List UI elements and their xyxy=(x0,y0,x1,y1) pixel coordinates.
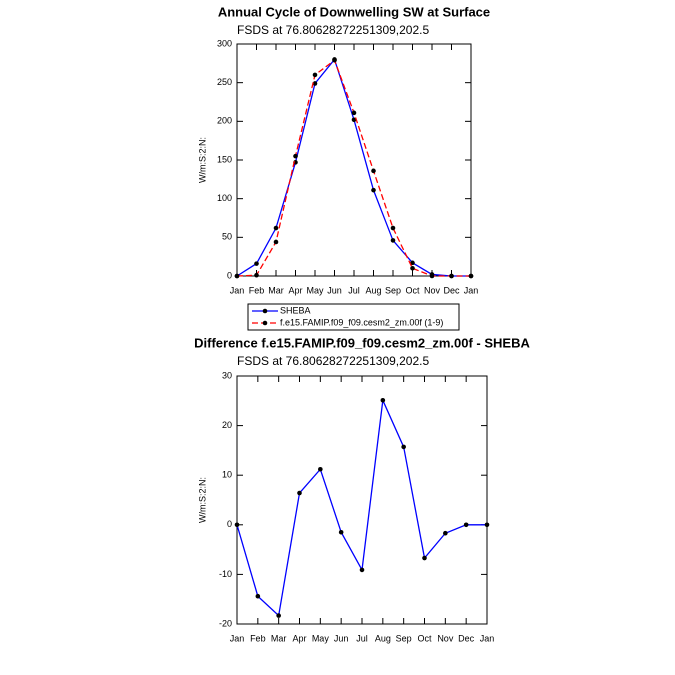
x-tick-label: Oct xyxy=(405,285,420,295)
marker xyxy=(273,239,279,245)
x-tick-label: Apr xyxy=(292,633,306,643)
marker xyxy=(443,530,448,536)
x-tick-label: Feb xyxy=(249,285,265,295)
y-axis-label: W/m:S:2:N: xyxy=(197,477,207,523)
chart-title: Annual Cycle of Downwelling SW at Surfac… xyxy=(218,4,490,19)
x-tick-label: Jun xyxy=(334,633,349,643)
x-tick-label: Dec xyxy=(443,285,460,295)
x-tick-label: May xyxy=(312,633,330,643)
marker xyxy=(390,238,396,243)
marker xyxy=(359,567,365,573)
marker xyxy=(273,225,279,231)
x-tick-label: Jan xyxy=(480,633,495,643)
x-tick-label: Jan xyxy=(230,633,245,643)
marker xyxy=(410,265,415,271)
marker xyxy=(254,272,259,278)
marker xyxy=(276,613,281,618)
x-tick-label: Jul xyxy=(356,633,368,643)
legend-box xyxy=(247,303,460,331)
marker xyxy=(463,522,469,528)
y-axis-label: W/m:S:2:N: xyxy=(197,137,207,183)
x-tick-label: Mar xyxy=(268,285,284,295)
marker xyxy=(371,168,376,174)
marker xyxy=(234,522,240,528)
legend-marker xyxy=(262,320,268,326)
marker xyxy=(318,466,323,472)
x-tick-label: Feb xyxy=(250,633,266,643)
y-tick-label: 300 xyxy=(217,38,232,48)
marker xyxy=(410,260,415,266)
x-tick-label: Oct xyxy=(417,633,432,643)
plot-frame xyxy=(236,43,472,277)
marker xyxy=(312,72,318,78)
marker xyxy=(338,529,344,535)
panel: Annual Cycle of Downwelling SW at Surfac… xyxy=(197,4,490,331)
x-tick-label: Jan xyxy=(464,285,479,295)
marker xyxy=(468,273,474,279)
x-tick-label: Nov xyxy=(424,285,441,295)
marker xyxy=(332,57,337,63)
chart-title: Difference f.e15.FAMIP.f09_f09.cesm2_zm.… xyxy=(194,335,530,350)
x-tick-label: May xyxy=(306,285,324,295)
series-line xyxy=(236,59,471,277)
legend-label: f.e15.FAMIP.f09_f09.cesm2_zm.00f (1-9) xyxy=(280,317,443,327)
marker xyxy=(312,81,318,86)
x-tick-label: Dec xyxy=(458,633,475,643)
marker xyxy=(380,398,386,403)
x-tick-label: Nov xyxy=(437,633,454,643)
y-tick-label: -20 xyxy=(219,618,232,628)
x-tick-label: Aug xyxy=(365,285,381,295)
y-tick-label: 150 xyxy=(217,154,232,164)
y-tick-label: 100 xyxy=(217,193,232,203)
marker xyxy=(371,187,376,193)
x-tick-label: Mar xyxy=(271,633,287,643)
marker xyxy=(351,117,357,123)
marker xyxy=(449,273,454,279)
marker xyxy=(401,444,406,450)
marker xyxy=(484,522,490,528)
x-tick-label: Sep xyxy=(385,285,401,295)
y-tick-label: 30 xyxy=(222,370,232,380)
x-tick-label: Jan xyxy=(230,285,245,295)
marker xyxy=(234,273,240,279)
chart-subtitle: FSDS at 76.80628272251309,202.5 xyxy=(237,23,429,37)
y-tick-label: 10 xyxy=(222,470,232,480)
y-tick-label: -10 xyxy=(219,569,232,579)
marker xyxy=(254,261,259,266)
y-tick-label: 50 xyxy=(222,232,232,242)
y-tick-label: 200 xyxy=(217,116,232,126)
x-tick-label: Sep xyxy=(396,633,412,643)
series-line xyxy=(236,58,471,277)
marker xyxy=(429,273,435,279)
x-tick-label: Aug xyxy=(375,633,391,643)
series-line xyxy=(236,397,487,617)
marker xyxy=(293,153,298,159)
marker xyxy=(351,110,357,116)
x-tick-label: Jul xyxy=(348,285,360,295)
marker xyxy=(255,593,261,599)
legend-label: SHEBA xyxy=(280,305,311,315)
y-tick-label: 0 xyxy=(227,270,232,280)
marker xyxy=(390,225,396,231)
x-tick-label: Jun xyxy=(327,285,342,295)
y-tick-label: 250 xyxy=(217,77,232,87)
marker xyxy=(297,490,302,496)
marker xyxy=(422,555,427,561)
y-tick-label: 20 xyxy=(222,420,232,430)
chart-subtitle: FSDS at 76.80628272251309,202.5 xyxy=(237,354,429,368)
x-tick-label: Apr xyxy=(288,285,302,295)
y-tick-label: 0 xyxy=(227,519,232,529)
plot-frame xyxy=(236,375,488,625)
legend-marker xyxy=(262,308,268,314)
panel: Difference f.e15.FAMIP.f09_f09.cesm2_zm.… xyxy=(194,335,530,643)
